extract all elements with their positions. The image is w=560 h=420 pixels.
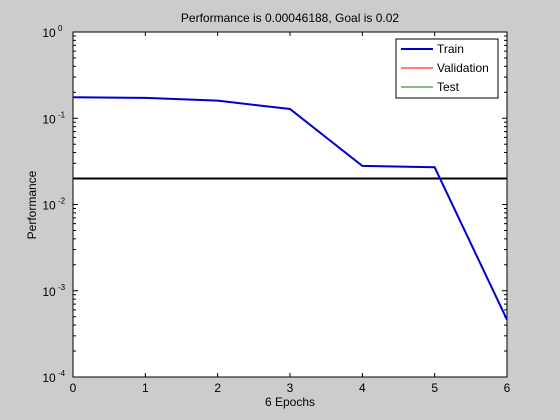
x-tick-label: 2: [214, 381, 221, 395]
x-tick-label: 3: [287, 381, 294, 395]
y-tick-exponent: -4: [58, 369, 66, 378]
x-tick-label: 6: [504, 381, 511, 395]
legend: Train Validation Test: [395, 38, 499, 99]
x-tick-label: 5: [431, 381, 438, 395]
x-tick-label: 0: [70, 381, 77, 395]
y-tick-base: 10: [42, 26, 56, 40]
y-axis-label: Performance: [25, 170, 39, 239]
y-tick-base: 10: [42, 199, 56, 213]
x-axis-label: 6 Epochs: [265, 395, 315, 409]
x-tick-label: 4: [359, 381, 366, 395]
y-tick-base: 10: [42, 285, 56, 299]
x-tick-label: 1: [142, 381, 149, 395]
y-tick-label: 10: [42, 285, 56, 299]
series-layer: [72, 96, 508, 321]
y-tick-label: 10: [42, 371, 56, 385]
chart-title: Performance is 0.00046188, Goal is 0.02: [181, 11, 399, 25]
y-tick-exponent: -2: [58, 197, 66, 206]
legend-label: Train: [437, 42, 464, 56]
y-tick-label: 10: [42, 26, 56, 40]
y-tick-label: 10: [42, 199, 56, 213]
legend-label: Test: [437, 80, 460, 94]
legend-label: Validation: [437, 61, 489, 75]
y-tick-exponent: 0: [58, 24, 63, 33]
y-tick-base: 10: [42, 112, 56, 126]
y-tick-exponent: -3: [58, 283, 66, 292]
y-tick-base: 10: [42, 371, 56, 385]
y-tick-exponent: -1: [58, 110, 66, 119]
y-tick-label: 10: [42, 112, 56, 126]
x-axis: 0 1 2 3 4 5 6: [70, 32, 511, 395]
series-line-train: [72, 96, 508, 321]
